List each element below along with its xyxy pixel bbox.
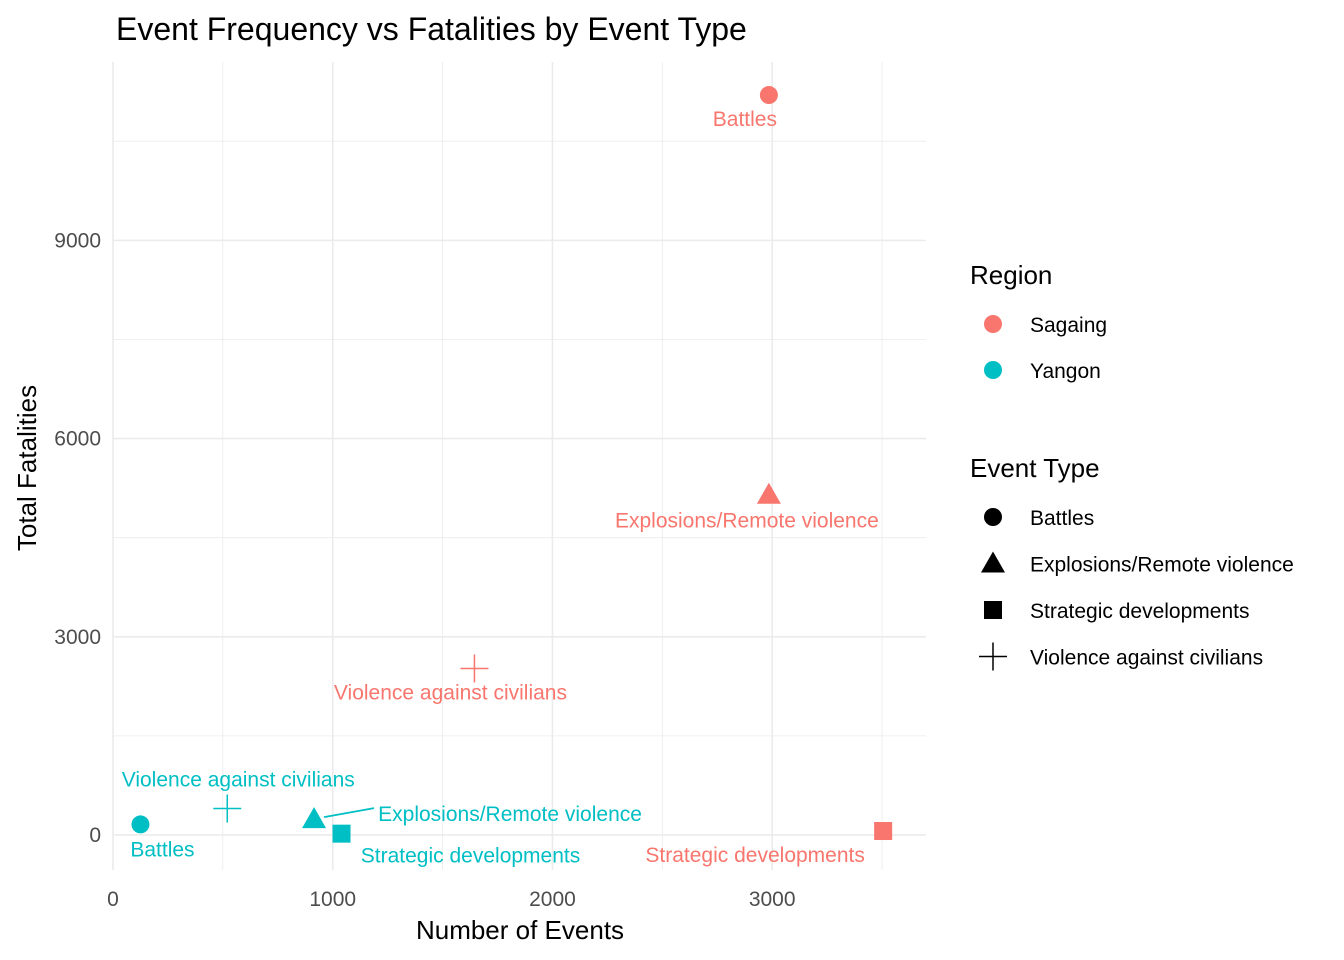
x-tick-label: 1000 [309, 888, 356, 911]
legend-label-strategic-developments: Strategic developments [1030, 600, 1249, 623]
y-axis-label: Total Fatalities [12, 385, 42, 551]
point-yangon-strategic-developments [332, 824, 351, 843]
legend-key-yangon [984, 361, 1002, 379]
legend-label-violence-against-civilians: Violence against civilians [1030, 647, 1263, 670]
legend-key-violence-against-civilians [979, 642, 1007, 671]
point-sagaing-battles [759, 86, 778, 105]
grid [112, 62, 926, 870]
point-label-yangon-battles: Battles [130, 838, 194, 861]
legend-regions: Sagaing Yangon [984, 314, 1107, 383]
legend-event-types: Battles Explosions/Remote violence Strateg… [979, 507, 1294, 671]
legend-label-sagaing: Sagaing [1030, 314, 1107, 337]
point-sagaing-explosions-remote-violence [756, 482, 781, 504]
y-tick-label: 3000 [54, 626, 101, 649]
y-tick-label: 0 [89, 824, 101, 847]
y-axis-ticks: 0 3000 6000 9000 [54, 229, 101, 847]
legend-label-explosions-remote-violence: Explosions/Remote violence [1030, 554, 1294, 577]
legend-key-battles [984, 508, 1002, 526]
point-labels: Battles Explosions/Remote violence Violenc… [122, 108, 879, 868]
point-sagaing-strategic-developments [874, 822, 893, 841]
legend-key-sagaing [984, 315, 1002, 333]
legend-region-title: Region [970, 260, 1052, 290]
chart-title: Event Frequency vs Fatalities by Event T… [116, 11, 747, 47]
data-points [131, 86, 893, 843]
point-label-sagaing-explosions-remote-violence: Explosions/Remote violence [615, 510, 879, 533]
point-sagaing-violence-against-civilians [460, 654, 489, 683]
legend-label-yangon: Yangon [1030, 360, 1101, 383]
x-tick-label: 2000 [529, 888, 576, 911]
legend-label-battles: Battles [1030, 507, 1094, 530]
point-yangon-battles [131, 815, 150, 834]
legend-key-strategic-developments [984, 601, 1002, 619]
x-tick-label: 3000 [749, 888, 796, 911]
legend: Region Sagaing Yangon Event Type Battles E… [970, 260, 1294, 671]
x-tick-label: 0 [107, 888, 119, 911]
point-label-sagaing-battles: Battles [713, 108, 777, 131]
point-label-sagaing-violence-against-civilians: Violence against civilians [334, 681, 567, 704]
point-label-yangon-strategic-developments: Strategic developments [361, 845, 580, 868]
point-yangon-violence-against-civilians [213, 794, 242, 823]
legend-key-explosions-remote-violence [981, 551, 1005, 573]
point-label-yangon-violence-against-civilians: Violence against civilians [122, 769, 355, 792]
point-label-yangon-explosions-remote-violence: Explosions/Remote violence [378, 803, 642, 826]
point-yangon-explosions-remote-violence [302, 807, 327, 829]
y-tick-label: 6000 [54, 428, 101, 451]
x-axis-ticks: 0 1000 2000 3000 [107, 888, 795, 911]
point-label-sagaing-strategic-developments: Strategic developments [645, 844, 864, 867]
y-tick-label: 9000 [54, 229, 101, 252]
leader-lines [323, 807, 375, 819]
legend-event-type-title: Event Type [970, 453, 1100, 483]
x-axis-label: Number of Events [416, 915, 624, 945]
leader-line [323, 807, 375, 819]
